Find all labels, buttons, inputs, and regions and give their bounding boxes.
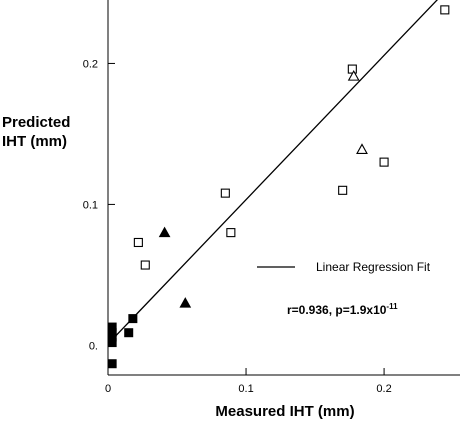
filled-square-point	[107, 359, 117, 369]
y-axis-label: Predicted IHT (mm)	[2, 114, 70, 150]
filled-square-point	[107, 338, 117, 348]
x-axis-label: Measured IHT (mm)	[215, 403, 354, 420]
filled-triangle-point	[179, 297, 192, 308]
legend-label: Linear Regression Fit	[316, 260, 431, 274]
statistics-exponent: -11	[386, 302, 398, 311]
legend: Linear Regression Fit	[257, 260, 431, 274]
x-tick-label: 0.2	[376, 383, 391, 395]
statistics-annotation: r=0.936, p=1.9x10-11	[287, 302, 398, 317]
open-square-point	[338, 185, 348, 195]
open-square-point	[226, 228, 236, 238]
y-axis-label-line: Predicted	[2, 114, 70, 131]
y-tick-label: 0.	[89, 340, 98, 352]
filled-square-point	[124, 328, 134, 338]
filled-square-point	[128, 314, 138, 324]
open-square-point	[220, 188, 230, 198]
x-tick-label: 0.1	[238, 383, 253, 395]
y-axis-label-line: IHT (mm)	[2, 133, 67, 150]
plot-area: 0 0.1 0.2 0. 0.1 0.2	[83, 0, 460, 395]
open-triangle-point	[356, 143, 368, 154]
open-square-point	[379, 157, 389, 167]
data-marks	[107, 5, 450, 369]
statistics-text: r=0.936, p=1.9x10	[287, 303, 387, 317]
regression-line	[107, 0, 438, 345]
open-square-point	[440, 5, 450, 15]
x-tick-label: 0	[105, 383, 111, 395]
y-tick-label: 0.2	[83, 58, 98, 70]
y-tick-label: 0.1	[83, 199, 98, 211]
open-square-point	[140, 260, 150, 270]
open-square-point	[347, 64, 357, 74]
filled-triangle-point	[158, 226, 171, 238]
open-triangle-point	[347, 69, 360, 81]
open-square-point	[133, 237, 143, 248]
